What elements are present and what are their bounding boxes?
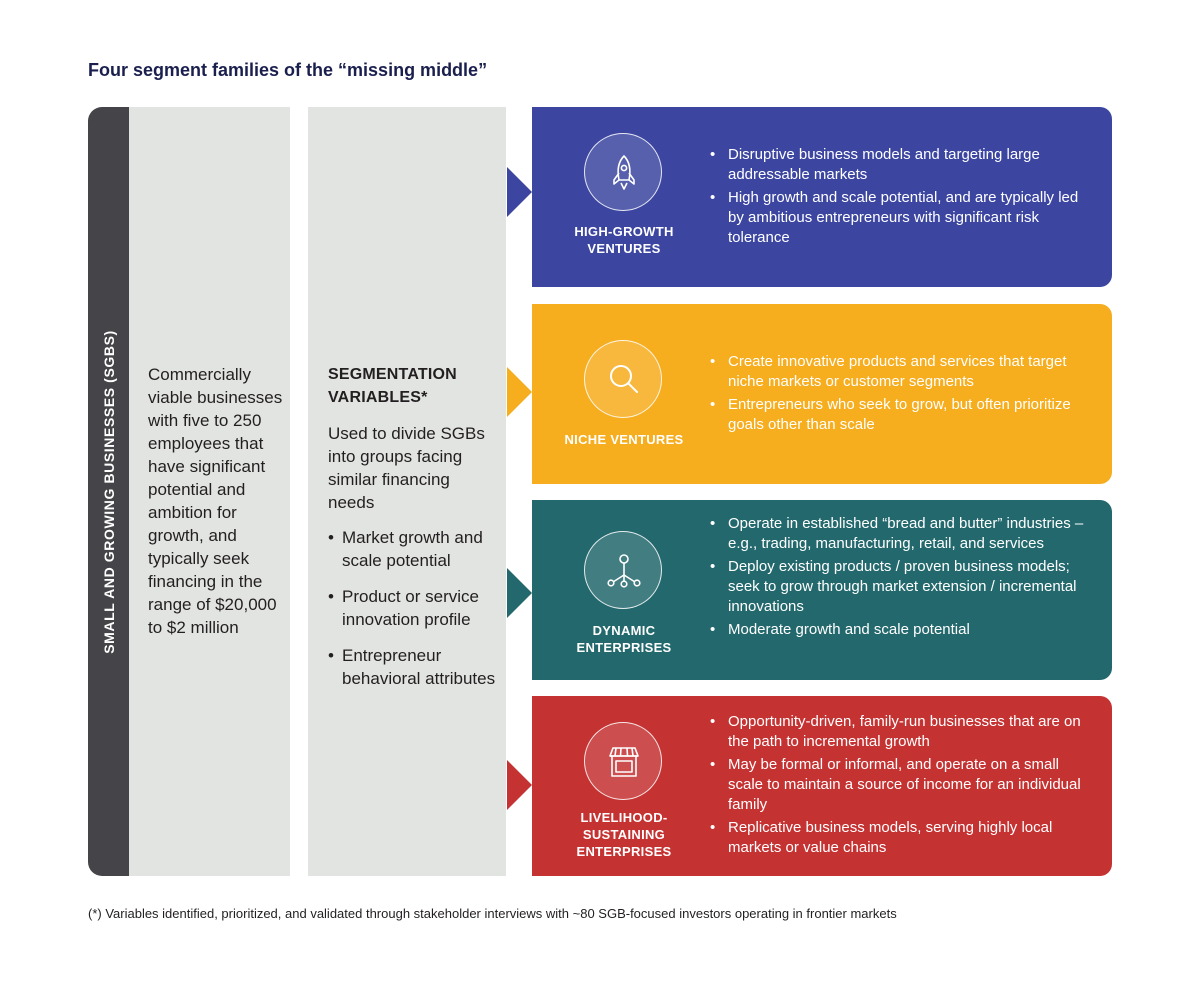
segment-label: DYNAMIC ENTERPRISES xyxy=(576,623,672,655)
segment-bullet: Moderate growth and scale potential xyxy=(708,620,1088,640)
sgb-sidebar: SMALL AND GROWING BUSINESSES (SGBS) xyxy=(88,107,129,876)
segment-card-niche: NICHE VENTURES Create innovative product… xyxy=(532,304,1112,484)
segment-bullet: Replicative business models, serving hig… xyxy=(708,818,1088,858)
segmentation-variables-description: Used to divide SGBs into groups facing s… xyxy=(328,424,485,512)
segment-bullet: Operate in established “bread and butter… xyxy=(708,514,1088,554)
sgb-definition-text: Commercially viable businesses with five… xyxy=(148,365,283,637)
segment-bullet: Deploy existing products / proven busine… xyxy=(708,557,1088,617)
variable-item: Product or service innovation profile xyxy=(328,585,504,631)
segment-bullet: Disruptive business models and targeting… xyxy=(708,145,1088,185)
segment-bullets: Create innovative products and services … xyxy=(708,352,1088,438)
segment-bullets: Disruptive business models and targeting… xyxy=(708,145,1088,251)
rocket-icon xyxy=(584,133,662,211)
segment-card-livelihood: LIVELIHOOD-SUSTAINING ENTERPRISES Opport… xyxy=(532,696,1112,876)
segment-card-high-growth: HIGH-GROWTH VENTURES Disruptive business… xyxy=(532,107,1112,287)
variable-item: Entrepreneur behavioral attributes xyxy=(328,644,504,690)
footnote: (*) Variables identified, prioritized, a… xyxy=(88,906,897,921)
arrow-niche xyxy=(507,367,532,417)
segment-label: NICHE VENTURES xyxy=(564,432,684,447)
segment-bullet: May be formal or informal, and operate o… xyxy=(708,755,1088,815)
segment-bullet: Create innovative products and services … xyxy=(708,352,1088,392)
segment-bullet: Entrepreneurs who seek to grow, but ofte… xyxy=(708,395,1088,435)
segment-bullets: Opportunity-driven, family-run businesse… xyxy=(708,712,1088,861)
arrow-dynamic xyxy=(507,568,532,618)
segment-label: HIGH-GROWTH VENTURES xyxy=(574,224,674,256)
segmentation-variables-panel: SEGMENTATION VARIABLES* Used to divide S… xyxy=(308,107,506,876)
arrow-livelihood xyxy=(507,760,532,810)
segment-bullets: Operate in established “bread and butter… xyxy=(708,514,1088,643)
magnifier-icon xyxy=(584,340,662,418)
segment-bullet: High growth and scale potential, and are… xyxy=(708,188,1088,248)
variable-item: Market growth and scale potential xyxy=(328,526,504,572)
segment-bullet: Opportunity-driven, family-run businesse… xyxy=(708,712,1088,752)
sgb-sidebar-label: SMALL AND GROWING BUSINESSES (SGBS) xyxy=(100,329,117,654)
arrow-high-growth xyxy=(507,167,532,217)
sgb-definition-panel: Commercially viable businesses with five… xyxy=(129,107,290,876)
segment-card-dynamic: DYNAMIC ENTERPRISES Operate in establish… xyxy=(532,500,1112,680)
segment-label: LIVELIHOOD-SUSTAINING ENTERPRISES xyxy=(576,810,672,859)
storefront-icon xyxy=(584,722,662,800)
segmentation-variables-heading: SEGMENTATION VARIABLES* xyxy=(328,366,457,406)
network-icon xyxy=(584,531,662,609)
diagram-title: Four segment families of the “missing mi… xyxy=(88,60,488,80)
segmentation-variables-list: Market growth and scale potential Produc… xyxy=(328,526,504,703)
